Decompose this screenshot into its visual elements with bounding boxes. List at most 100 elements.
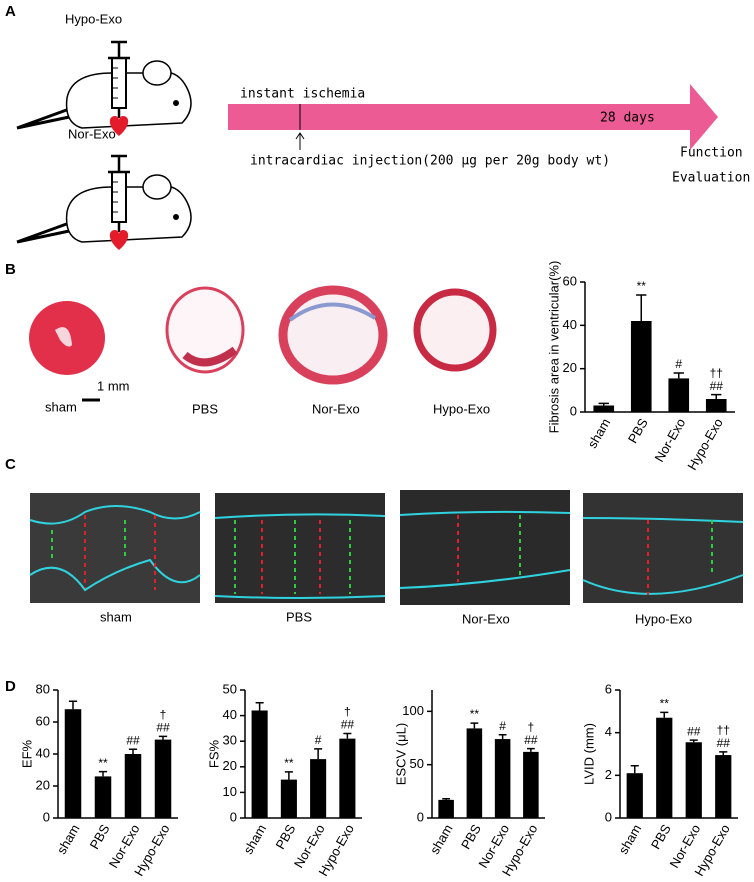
x-tick-label: Nor-Exo [651,416,688,465]
significance-label: † [528,720,535,734]
error-bar [470,722,479,729]
x-tick-label: sham [240,822,269,857]
bar [94,776,112,818]
significance-label: ** [660,697,670,711]
significance-label: ## [126,733,140,747]
significance-label: †† [717,723,730,737]
error-bar [526,747,535,752]
error-bar [719,751,728,756]
error-bar [598,402,609,406]
x-tick-label: Hypo-Exo [684,416,726,473]
significance-label: ## [524,733,538,747]
section-label: Hypo-Exo [433,401,490,416]
significance-label: ** [98,756,108,770]
y-tick-label: 30 [223,733,237,748]
bar [523,751,539,818]
significance-label: ## [717,736,731,750]
panel-label: D [5,678,16,695]
bar [626,773,643,818]
y-tick-label: 10 [223,784,237,799]
echo-label: PBS [286,609,312,624]
panel-label: B [5,261,16,278]
error-bar [660,711,669,718]
panel-label: A [5,3,16,20]
error-bar [636,294,647,321]
y-tick-label: 0 [605,809,612,824]
bar [656,717,673,818]
x-tick-label: sham [54,822,83,857]
section-label: Nor-Exo [312,401,360,416]
error-bar [630,764,639,774]
bar [280,779,297,818]
y-tick-label: 60 [563,273,577,288]
group-label: Hypo-Exo [65,11,122,26]
injection-arrow [295,132,305,150]
significance-label: ## [341,718,355,732]
y-tick-label: 40 [223,707,237,722]
error-bar [711,393,722,399]
group-label: Nor-Exo [68,126,116,141]
x-tick-label: PBS [87,821,113,851]
bar [593,405,615,412]
bar [154,739,172,818]
timeline-text: Evaluation [672,171,750,186]
heart-sections [29,285,497,385]
bar [705,399,727,412]
echo-label: Nor-Exo [462,611,510,626]
y-tick-label: 80 [36,681,50,696]
bar [630,321,652,412]
error-bar [689,739,698,743]
error-bar [314,748,323,760]
bar [310,759,327,818]
error-bar [255,702,264,711]
error-bar [343,732,352,739]
y-tick-label: 40 [563,317,577,332]
y-axis-label: Fibrosis area in ventricular(%) [546,261,561,434]
y-tick-label: 0 [417,809,424,824]
significance-label: †† [710,366,723,380]
significance-label: † [344,705,351,719]
y-tick-label: 50 [410,756,424,771]
mouse-icon [15,40,193,138]
bar [124,754,142,818]
x-tick-label: PBS [272,821,298,851]
section-label: PBS [192,401,218,416]
significance-label: ## [156,721,170,735]
y-tick-label: 40 [36,745,50,760]
bar [251,710,268,818]
significance-label: # [675,357,682,371]
y-tick-label: 0 [570,403,577,418]
mouse-icon [15,154,193,252]
significance-label: # [315,733,322,747]
y-tick-label: 20 [223,758,237,773]
significance-label: # [499,719,506,733]
y-axis-label: ESCV (μL) [393,723,408,785]
error-bar [498,734,507,740]
y-tick-label: 4 [605,724,612,739]
timeline-text: intracardiac injection(200 μg per 20g bo… [250,154,610,169]
y-tick-label: 0 [230,809,237,824]
echo-label: sham [100,609,132,624]
x-tick-label: PBS [648,821,674,851]
significance-label: ** [637,279,647,293]
y-tick-label: 20 [563,360,577,375]
bar [494,739,511,818]
y-axis-label: EF% [19,739,34,768]
scale-label: 1 mm [97,378,130,393]
y-tick-label: 2 [605,767,612,782]
significance-label: ** [284,756,294,770]
significance-label: ## [710,379,724,393]
timeline-text: 28 days [600,111,655,126]
y-tick-label: 50 [223,681,237,696]
panel-label: C [5,456,16,473]
y-axis-label: LVID (mm) [581,723,596,785]
y-tick-label: 6 [605,681,612,696]
x-tick-label: sham [427,822,456,857]
bar [438,799,454,818]
y-tick-label: 60 [36,713,50,728]
bar [685,742,702,818]
x-tick-label: sham [615,822,644,857]
timeline-text: instant ischemia [240,87,365,102]
x-tick-label: PBS [625,415,651,445]
